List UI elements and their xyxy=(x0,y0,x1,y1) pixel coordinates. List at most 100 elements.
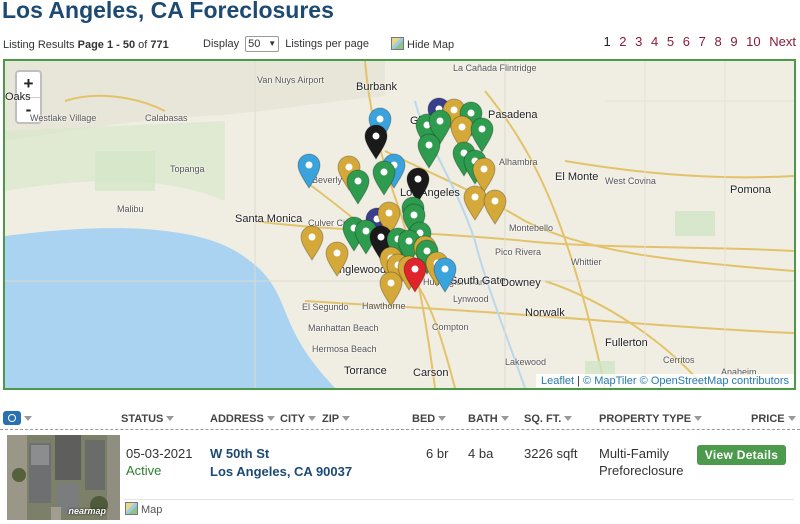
map-marker-pin-icon[interactable] xyxy=(297,153,321,189)
listing-type: Preforeclosure xyxy=(599,463,684,478)
header-property-type[interactable]: PROPERTY TYPE xyxy=(599,413,703,425)
map-marker-pin-icon[interactable] xyxy=(300,225,324,261)
zoom-out-button[interactable]: - xyxy=(17,97,40,122)
header-bed[interactable]: BED xyxy=(412,413,447,425)
total-count: 771 xyxy=(150,39,169,51)
map-icon xyxy=(391,37,404,50)
header-address[interactable]: ADDRESS xyxy=(210,413,275,425)
page-link-10[interactable]: 10 xyxy=(746,34,761,49)
map-marker-pin-icon[interactable] xyxy=(377,201,401,237)
sort-caret-icon xyxy=(266,416,275,421)
page-link-7[interactable]: 7 xyxy=(698,34,706,49)
map-place-label: Whittier xyxy=(571,257,602,267)
map-place-label: Carson xyxy=(413,367,449,379)
map-place-label: South Gate xyxy=(450,275,506,287)
map-marker-pin-icon[interactable] xyxy=(346,169,370,205)
status-badge: Active xyxy=(126,463,162,478)
map-base xyxy=(5,61,794,388)
header-city[interactable]: CITY xyxy=(280,413,317,425)
map-place-label: Norwalk xyxy=(525,307,565,319)
sort-caret-icon xyxy=(564,416,573,421)
map-icon xyxy=(125,502,138,515)
map-marker-pin-icon[interactable] xyxy=(417,133,441,169)
display-control: Display 50 ▼ Listings per page xyxy=(203,36,369,52)
map-place-label: Huntington Park xyxy=(423,277,488,287)
map-place-label: Downey xyxy=(501,277,541,289)
map-place-label: Culver City xyxy=(308,218,353,228)
chevron-down-icon: ▼ xyxy=(268,39,277,48)
map-place-label: El Segundo xyxy=(302,302,349,312)
header-status[interactable]: STATUS xyxy=(121,413,175,425)
camera-icon xyxy=(3,411,21,425)
map-marker-pin-icon[interactable] xyxy=(364,124,388,160)
osm-link[interactable]: © OpenStreetMap contributors xyxy=(639,375,789,387)
map-marker-pin-icon[interactable] xyxy=(325,241,349,277)
map-marker-pin-icon[interactable] xyxy=(402,203,426,239)
page-link-6[interactable]: 6 xyxy=(682,34,690,49)
hide-map-button[interactable]: Hide Map xyxy=(391,37,454,51)
map-marker-pin-icon[interactable] xyxy=(463,185,487,221)
map-place-label: West Covina xyxy=(605,176,656,186)
map-marker-pin-icon[interactable] xyxy=(483,189,507,225)
listings-map[interactable]: + - Oaks Westlake Village Calabasas Topanga… xyxy=(3,59,796,390)
page-link-8[interactable]: 8 xyxy=(714,34,722,49)
sort-caret-icon xyxy=(787,416,796,421)
leaflet-link[interactable]: Leaflet xyxy=(541,375,575,387)
map-marker-pin-icon[interactable] xyxy=(450,115,474,151)
map-place-label: Pomona xyxy=(730,184,771,196)
map-place-label: Inglewood xyxy=(336,264,387,276)
sort-caret-icon xyxy=(342,416,351,421)
address-city[interactable]: Los Angeles, CA 90037 xyxy=(210,464,353,479)
page-title: Los Angeles, CA Foreclosures xyxy=(2,0,334,23)
map-place-label: Topanga xyxy=(170,164,205,174)
sort-caret-icon xyxy=(694,416,703,421)
row-divider xyxy=(124,499,794,500)
header-price[interactable]: PRICE xyxy=(751,413,796,425)
row-map-link[interactable]: Map xyxy=(125,502,162,516)
page-link-4[interactable]: 4 xyxy=(651,34,659,49)
header-sqft[interactable]: SQ. FT. xyxy=(524,413,573,425)
header-zip[interactable]: ZIP xyxy=(322,413,351,425)
map-place-label: Torrance xyxy=(344,365,387,377)
view-details-button[interactable]: View Details xyxy=(697,445,786,465)
sort-caret-icon xyxy=(438,416,447,421)
map-marker-pin-icon[interactable] xyxy=(428,109,452,145)
maptiler-link[interactable]: © MapTiler xyxy=(583,375,637,387)
map-marker-pin-icon[interactable] xyxy=(433,257,457,293)
sort-caret-icon xyxy=(308,416,317,421)
zoom-in-button[interactable]: + xyxy=(23,74,34,93)
page-link-9[interactable]: 9 xyxy=(730,34,738,49)
per-page-select[interactable]: 50 ▼ xyxy=(245,36,280,52)
property-photo[interactable]: nearmap xyxy=(7,435,120,520)
map-place-label: Lynwood xyxy=(453,294,489,304)
page-link-3[interactable]: 3 xyxy=(635,34,643,49)
map-marker-pin-icon[interactable] xyxy=(379,271,403,307)
map-place-label: Burbank xyxy=(356,81,397,93)
bed-count: 6 br xyxy=(426,446,449,461)
map-place-label: Beverly Hills xyxy=(312,175,362,185)
aerial-image xyxy=(7,435,120,520)
map-marker-pin-icon[interactable] xyxy=(470,117,494,153)
map-marker-pin-icon[interactable] xyxy=(372,160,396,196)
next-page-link[interactable]: Next xyxy=(769,34,796,49)
sort-caret-icon xyxy=(500,416,509,421)
photo-sort[interactable] xyxy=(3,411,32,425)
map-marker-pin-icon[interactable] xyxy=(472,157,496,193)
header-bath[interactable]: BATH xyxy=(468,413,509,425)
nearmap-logo: nearmap xyxy=(68,506,106,516)
map-place-label: Hawthorne xyxy=(362,301,406,311)
map-marker-pin-icon[interactable] xyxy=(403,257,427,293)
page-link-5[interactable]: 5 xyxy=(666,34,675,49)
page-link-1[interactable]: 1 xyxy=(603,34,611,49)
map-marker-pin-icon[interactable] xyxy=(452,141,476,177)
page-link-2[interactable]: 2 xyxy=(619,34,627,49)
map-place-label: Pico Rivera xyxy=(495,247,542,257)
map-marker-pin-icon[interactable] xyxy=(368,107,392,143)
table-header: STATUS ADDRESS CITY ZIP BED BATH SQ. FT.… xyxy=(0,408,800,430)
listing-results: Listing Results Page 1 - 50 of 771 xyxy=(3,39,169,51)
address-street[interactable]: W 50th St xyxy=(210,446,270,461)
map-attribution: Leaflet | © MapTiler © OpenStreetMap con… xyxy=(536,374,794,388)
map-marker-pin-icon[interactable] xyxy=(406,167,430,203)
map-marker-pin-icon[interactable] xyxy=(397,229,421,265)
map-place-label: Van Nuys Airport xyxy=(257,75,324,85)
